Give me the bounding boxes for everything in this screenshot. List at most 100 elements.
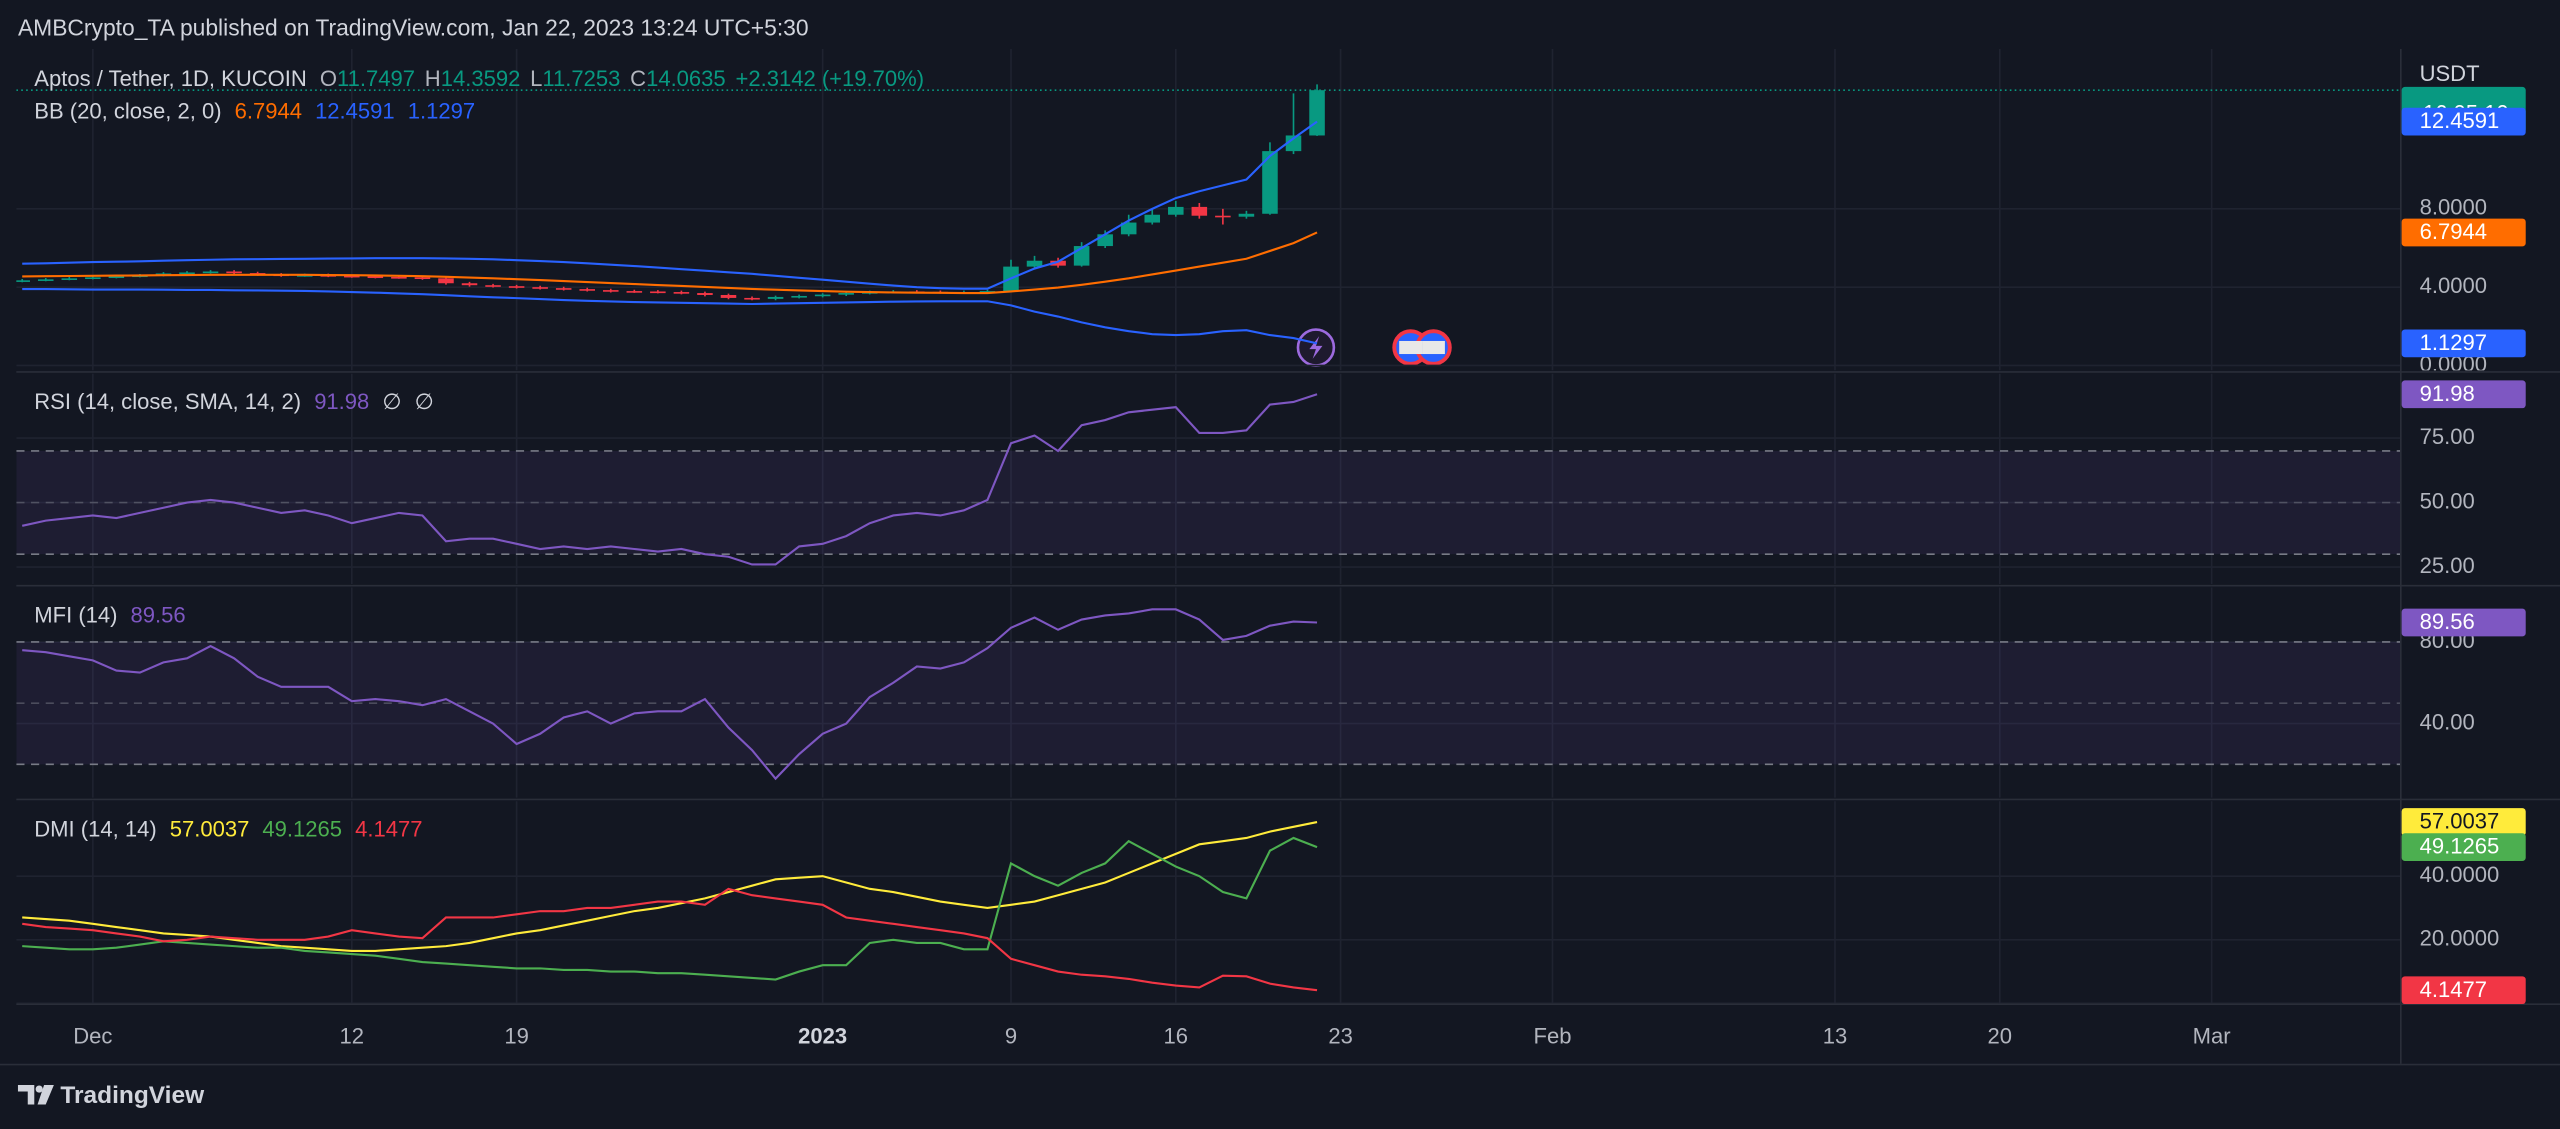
candle-body bbox=[838, 293, 854, 295]
flag-stripes bbox=[1422, 340, 1445, 355]
ohlc-value: 11.7253 bbox=[542, 66, 620, 91]
candle-body bbox=[108, 276, 125, 279]
publisher: AMBCrypto_TA published on TradingView.co… bbox=[18, 14, 809, 40]
indicator-value: 89.56 bbox=[131, 603, 186, 628]
candle-body bbox=[1144, 214, 1161, 223]
indicator-name: DMI (14, 14) bbox=[34, 816, 156, 841]
ohlc-value: 11.7497 bbox=[337, 66, 415, 91]
value-box bbox=[2401, 329, 2526, 358]
candle-body bbox=[508, 286, 525, 288]
candle-body bbox=[673, 292, 690, 294]
ohlc-value: 14.0635 bbox=[646, 66, 726, 91]
series-line bbox=[22, 120, 1318, 290]
candle-body bbox=[1050, 260, 1066, 266]
candle-body bbox=[1191, 206, 1208, 216]
candle-body bbox=[979, 291, 996, 293]
ohlc-value: 14.3592 bbox=[441, 66, 521, 91]
ohlc-label: O bbox=[320, 66, 337, 91]
ma-value: ∅ bbox=[415, 389, 434, 414]
indicator-name: MFI (14) bbox=[34, 603, 117, 628]
indicator-value: 57.0037 bbox=[170, 816, 250, 841]
x-tick-label: 19 bbox=[504, 1023, 529, 1048]
ma-value: ∅ bbox=[382, 389, 401, 414]
value-box-label: 4.1477 bbox=[2420, 977, 2487, 1002]
overlay-value: 12.4591 bbox=[315, 98, 395, 123]
candle-body bbox=[814, 294, 831, 297]
candle-body bbox=[367, 276, 384, 279]
y-tick-label: 50.00 bbox=[2420, 488, 2475, 513]
candle-body bbox=[1120, 222, 1137, 235]
candle-body bbox=[650, 291, 666, 294]
candle-body bbox=[555, 288, 572, 290]
logo bbox=[17, 1084, 54, 1105]
candle-body bbox=[720, 294, 737, 298]
logo-dot bbox=[35, 1085, 43, 1093]
candle-body bbox=[461, 283, 478, 286]
value-box-label: 6.7944 bbox=[2420, 219, 2487, 244]
candle-body bbox=[202, 271, 219, 274]
candle-body bbox=[344, 275, 360, 278]
y-tick-label: 75.00 bbox=[2420, 424, 2475, 449]
candle-body bbox=[391, 276, 407, 279]
candle-body bbox=[1309, 90, 1325, 136]
logo-mark bbox=[37, 1084, 54, 1105]
frame bbox=[0, 48, 2560, 1066]
candle-body bbox=[37, 279, 54, 281]
candle-body bbox=[626, 291, 643, 293]
y-tick-label: 40.0000 bbox=[2420, 862, 2500, 887]
x-tick-label: 12 bbox=[340, 1023, 365, 1048]
candle-body bbox=[1168, 206, 1184, 215]
pane bbox=[16, 48, 2400, 371]
value-box bbox=[2401, 218, 2526, 247]
pane bbox=[16, 373, 2400, 585]
x-tick-label: 23 bbox=[1328, 1023, 1353, 1048]
indicator-legend: RSI (14, close, SMA, 14, 2) 91.98 ∅ ∅ bbox=[34, 389, 434, 414]
pane bbox=[16, 587, 2400, 798]
candle-body bbox=[16, 280, 30, 282]
candle-body bbox=[697, 293, 713, 295]
series-line bbox=[22, 608, 1318, 781]
value-box-label: 57.0037 bbox=[2420, 809, 2500, 834]
value-box bbox=[2401, 808, 2526, 836]
candle-body bbox=[791, 295, 807, 298]
candle-body bbox=[1097, 234, 1113, 247]
series-line bbox=[22, 836, 1318, 981]
y-tick-label: 8.0000 bbox=[2420, 195, 2487, 220]
candle-body bbox=[1215, 215, 1231, 218]
x-tick-label: 2023 bbox=[798, 1023, 847, 1048]
value-box bbox=[2401, 380, 2526, 409]
flag-stripes bbox=[1399, 340, 1423, 355]
candle-body bbox=[1238, 213, 1255, 217]
candle-body bbox=[579, 289, 596, 291]
symbol-legend: Aptos / Tether, 1D, KUCOIN O11.7497 H14.35… bbox=[34, 66, 924, 91]
event-bolt bbox=[1309, 336, 1323, 359]
pane bbox=[16, 801, 2400, 1004]
value-box bbox=[2401, 107, 2526, 136]
x-tick-label: Dec bbox=[73, 1023, 112, 1048]
candle-body bbox=[226, 271, 242, 274]
x-tick-label: 13 bbox=[1823, 1023, 1848, 1048]
candle-body bbox=[1285, 135, 1302, 152]
value-box-label: 49.1265 bbox=[2420, 834, 2500, 859]
logo-mark bbox=[17, 1084, 35, 1105]
candle-body bbox=[603, 290, 619, 292]
y-tick-label: 40.00 bbox=[2420, 709, 2475, 734]
indicator-value: 49.1265 bbox=[262, 816, 342, 841]
indicator-value: 91.98 bbox=[314, 389, 369, 414]
y-tick-label: 25.00 bbox=[2420, 553, 2475, 578]
series-line bbox=[22, 821, 1318, 952]
overlay-name: BB (20, close, 2, 0) bbox=[34, 98, 221, 123]
candle-body bbox=[438, 278, 454, 284]
series-line bbox=[22, 231, 1318, 295]
value-box-label: 12.4591 bbox=[2420, 108, 2500, 133]
indicator-value: 4.1477 bbox=[355, 816, 422, 841]
ohlc-label: L bbox=[530, 66, 542, 91]
value-box bbox=[2401, 833, 2526, 861]
overlay-legend: BB (20, close, 2, 0) 6.7944 12.4591 1.1297 bbox=[34, 98, 475, 123]
brand: TradingView bbox=[60, 1082, 205, 1109]
overlay-value: 6.7944 bbox=[235, 98, 302, 123]
y-tick-label: 20.0000 bbox=[2420, 926, 2500, 951]
ohlc-label: C bbox=[630, 66, 646, 91]
candle-body bbox=[744, 297, 760, 300]
